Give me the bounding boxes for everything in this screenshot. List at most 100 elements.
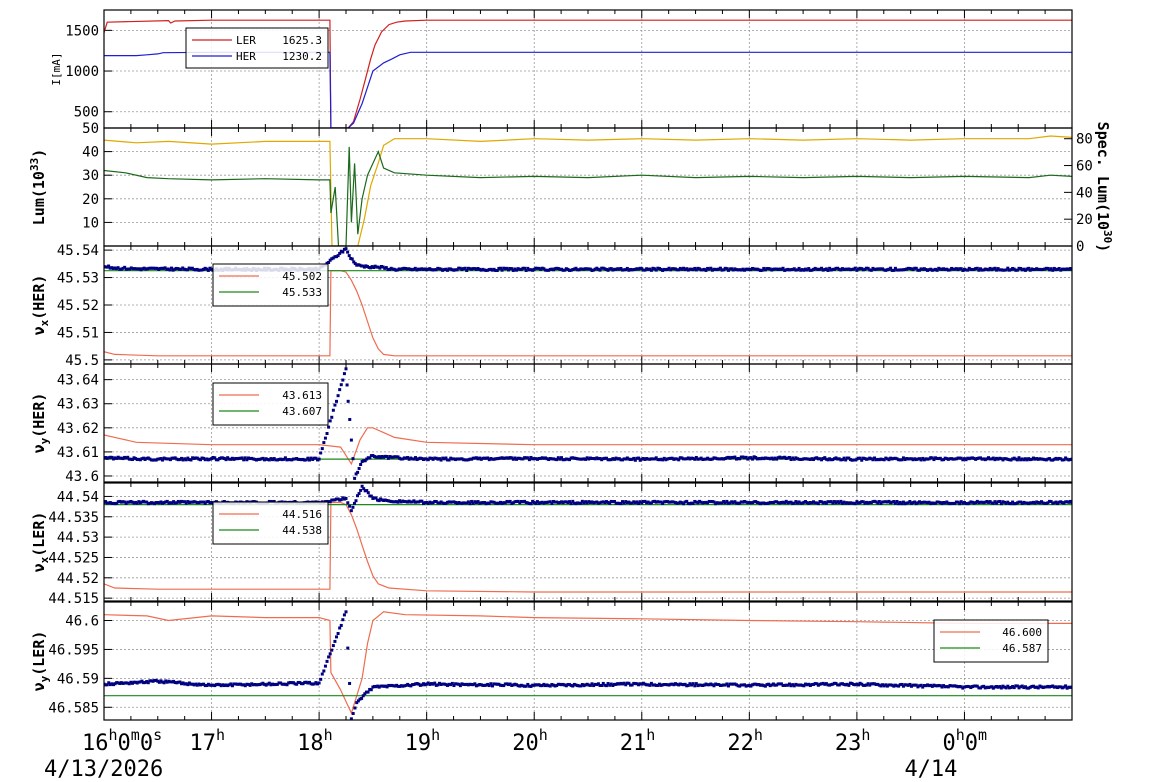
data-point bbox=[1011, 457, 1015, 461]
data-point bbox=[383, 266, 387, 270]
data-point bbox=[712, 500, 716, 504]
data-point bbox=[141, 267, 145, 271]
data-point bbox=[733, 267, 737, 271]
data-point bbox=[412, 682, 416, 686]
data-point bbox=[588, 267, 592, 271]
data-point bbox=[590, 268, 594, 272]
data-point bbox=[837, 457, 841, 461]
data-point bbox=[1052, 457, 1056, 461]
data-point bbox=[685, 457, 689, 461]
data-point bbox=[1003, 500, 1007, 504]
data-point bbox=[614, 682, 618, 686]
data-point bbox=[643, 499, 647, 503]
data-point bbox=[356, 699, 360, 703]
data-point bbox=[921, 685, 925, 689]
data-point bbox=[473, 267, 477, 271]
data-point bbox=[903, 458, 907, 462]
data-point bbox=[651, 457, 655, 461]
data-point bbox=[490, 457, 494, 461]
data-point bbox=[156, 457, 160, 461]
data-point bbox=[953, 501, 957, 505]
data-point bbox=[401, 684, 405, 688]
data-point bbox=[500, 501, 504, 505]
data-point bbox=[677, 683, 681, 687]
data-point bbox=[842, 500, 846, 504]
data-point bbox=[156, 501, 160, 505]
data-point bbox=[951, 457, 955, 461]
data-point bbox=[566, 501, 570, 505]
data-point bbox=[363, 692, 367, 696]
data-point bbox=[407, 457, 411, 461]
data-point bbox=[1023, 501, 1027, 505]
data-point bbox=[837, 683, 841, 687]
data-point bbox=[784, 268, 788, 272]
data-point bbox=[909, 684, 913, 688]
y-tick-label: 46.6 bbox=[65, 614, 99, 630]
data-point bbox=[1049, 500, 1053, 504]
data-point bbox=[783, 501, 787, 505]
series-dots bbox=[104, 484, 1072, 513]
data-point bbox=[323, 664, 327, 668]
data-point bbox=[706, 501, 710, 505]
data-point bbox=[1030, 501, 1034, 505]
data-point bbox=[192, 456, 196, 460]
data-point bbox=[465, 682, 469, 686]
data-point bbox=[754, 456, 758, 460]
data-point bbox=[712, 267, 716, 271]
data-point bbox=[810, 268, 814, 272]
data-point bbox=[982, 501, 986, 505]
data-point bbox=[149, 266, 153, 270]
data-point bbox=[682, 457, 686, 461]
data-point bbox=[881, 457, 885, 461]
data-point bbox=[900, 268, 904, 272]
data-point bbox=[884, 456, 888, 460]
data-point bbox=[677, 458, 681, 462]
data-point bbox=[473, 682, 477, 686]
data-point bbox=[210, 267, 214, 271]
data-point bbox=[1019, 685, 1023, 689]
data-point bbox=[507, 500, 511, 504]
data-point bbox=[593, 267, 597, 271]
data-point bbox=[717, 683, 721, 687]
data-point bbox=[916, 685, 920, 689]
data-point bbox=[210, 457, 214, 461]
data-point bbox=[921, 500, 925, 504]
data-point bbox=[704, 457, 708, 461]
data-point bbox=[407, 683, 411, 687]
data-point bbox=[1051, 458, 1055, 462]
data-point bbox=[799, 268, 803, 272]
data-point bbox=[494, 682, 498, 686]
data-point bbox=[170, 266, 174, 270]
data-point bbox=[556, 267, 560, 271]
data-point bbox=[805, 683, 809, 687]
data-point bbox=[720, 683, 724, 687]
data-point bbox=[826, 500, 830, 504]
data-point bbox=[816, 267, 820, 271]
data-point bbox=[709, 500, 713, 504]
data-point bbox=[184, 682, 188, 686]
data-point bbox=[725, 267, 729, 271]
data-point bbox=[393, 500, 397, 504]
data-point bbox=[892, 268, 896, 272]
data-point bbox=[688, 682, 692, 686]
data-point bbox=[521, 457, 525, 461]
data-point bbox=[277, 457, 281, 461]
data-point bbox=[945, 457, 949, 461]
data-point bbox=[1049, 267, 1053, 271]
data-point bbox=[987, 500, 991, 504]
data-point bbox=[585, 501, 589, 505]
data-point bbox=[168, 680, 172, 684]
data-point bbox=[738, 457, 742, 461]
data-point bbox=[299, 682, 303, 686]
data-point bbox=[178, 267, 182, 271]
data-point bbox=[479, 683, 483, 687]
data-point bbox=[256, 683, 260, 687]
data-point bbox=[690, 267, 694, 271]
data-point bbox=[531, 683, 535, 687]
data-point bbox=[665, 457, 669, 461]
data-point bbox=[856, 267, 860, 271]
data-point bbox=[503, 501, 507, 505]
data-point bbox=[932, 683, 936, 687]
data-point bbox=[253, 683, 257, 687]
